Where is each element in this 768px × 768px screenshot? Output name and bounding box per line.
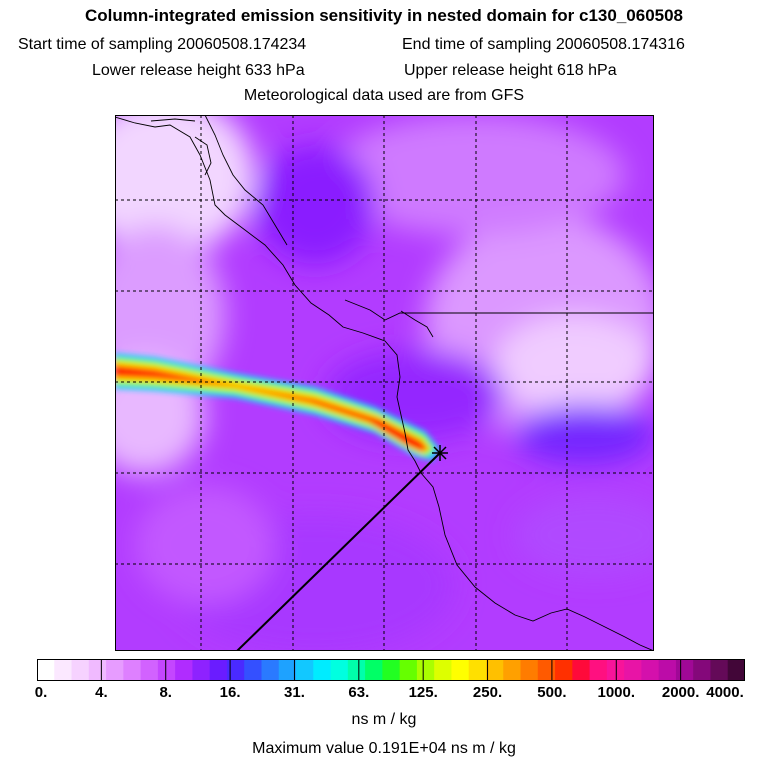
colorbar-cell	[347, 659, 366, 681]
colorbar-cell	[555, 659, 573, 681]
colorbar-units: ns m / kg	[351, 711, 417, 728]
colorbar-cell	[37, 659, 55, 681]
colorbar-cell	[624, 659, 642, 681]
colorbar-cell	[140, 659, 159, 681]
colorbar-cell	[675, 659, 694, 681]
colorbar-cell	[71, 659, 90, 681]
colorbar-cell	[520, 659, 539, 681]
colorbar-cell	[382, 659, 401, 681]
colorbar-cell	[572, 659, 591, 681]
colorbar-cell	[226, 659, 245, 681]
colorbar-tick-label: 4.	[95, 684, 108, 701]
map-panel	[115, 115, 654, 651]
colorbar-tick-label: 0.	[34, 684, 48, 701]
colorbar-cell	[641, 659, 660, 681]
colorbar-tick-label: 4000.	[706, 684, 744, 701]
colorbar-tick-label: 125.	[408, 684, 438, 701]
colorbar-tick-label: 16.	[219, 684, 241, 701]
colorbar-cell	[244, 659, 263, 681]
colorbar-cell	[416, 659, 435, 681]
colorbar-cell	[157, 659, 176, 681]
colorbar-cell	[399, 659, 418, 681]
met-data-label: Meteorological data used are from GFS	[243, 87, 525, 104]
colorbar-cell	[693, 659, 712, 681]
colorbar	[37, 659, 745, 681]
colorbar-tick-label: 500.	[537, 684, 567, 701]
colorbar-cell	[434, 659, 453, 681]
upper-release-label: Upper release height 618 hPa	[404, 62, 617, 79]
colorbar-cell	[123, 659, 142, 681]
colorbar-cell	[727, 659, 745, 681]
colorbar-cell	[330, 659, 349, 681]
colorbar-cell	[485, 659, 504, 681]
colorbar-cell	[88, 659, 107, 681]
lat-lon-grid	[115, 115, 654, 651]
colorbar-tick-label: 2000.	[661, 684, 700, 701]
colorbar-tick-label: 250.	[472, 684, 503, 701]
colorbar-cell	[451, 659, 470, 681]
colorbar-cell	[278, 659, 297, 681]
colorbar-tick-label: 31.	[284, 684, 305, 701]
colorbar-cell	[537, 659, 556, 681]
start-time-label: Start time of sampling 20060508.174234	[18, 36, 307, 53]
colorbar-cell	[710, 659, 729, 681]
map-title: Column-integrated emission sensitivity i…	[84, 6, 684, 25]
colorbar-cell	[192, 659, 211, 681]
colorbar-cell	[261, 659, 280, 681]
coastlines	[115, 115, 654, 651]
colorbar-cell	[468, 659, 487, 681]
colorbar-cell	[589, 659, 608, 681]
colorbar-cell	[106, 659, 124, 681]
colorbar-tick-label: 8.	[159, 684, 172, 701]
colorbar-cell	[209, 659, 228, 681]
release-point-marker	[432, 445, 448, 461]
colorbar-cell	[365, 659, 383, 681]
colorbar-cell	[503, 659, 522, 681]
colorbar-tick-label: 63.	[348, 684, 370, 701]
field-texture	[115, 115, 654, 651]
lower-release-label: Lower release height 633 hPa	[92, 62, 305, 79]
end-time-label: End time of sampling 20060508.174316	[402, 36, 685, 53]
colorbar-cell	[175, 659, 194, 681]
colorbar-cell	[658, 659, 677, 681]
flight-track-line	[236, 452, 441, 651]
colorbar-cell	[313, 659, 332, 681]
sensitivity-map	[115, 115, 654, 651]
colorbar-cell	[296, 659, 314, 681]
maximum-value-label: Maximum value 0.191E+04 ns m / kg	[252, 740, 516, 757]
colorbar-tick-label: 1000.	[597, 684, 636, 701]
colorbar-cell	[54, 659, 73, 681]
